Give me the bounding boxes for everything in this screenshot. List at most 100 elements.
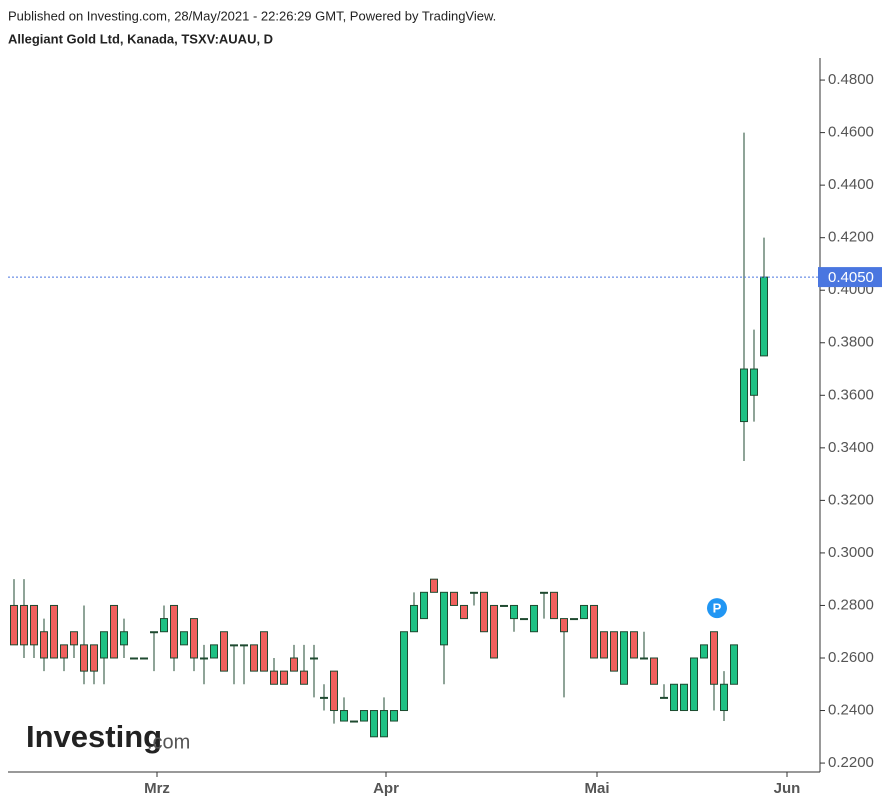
y-tick-label: 0.4400 [828, 176, 874, 193]
candle-body [200, 657, 208, 660]
candle-body [380, 710, 388, 738]
candle-body [670, 683, 678, 712]
x-tick-label: Jun [774, 780, 801, 797]
candle-body [100, 631, 108, 659]
y-tick-label: 0.2600 [828, 649, 874, 666]
candle-body [400, 631, 408, 712]
candle-body [350, 720, 358, 723]
candle-body [190, 618, 198, 659]
candle-body [610, 631, 618, 672]
candle-body [530, 604, 538, 633]
candle-body [600, 631, 608, 659]
candle-body [710, 631, 718, 685]
last-price-box [818, 267, 882, 288]
candle-body [20, 604, 28, 646]
candle-body [760, 276, 768, 357]
candle-body [490, 604, 498, 659]
candle-body [650, 657, 658, 685]
logo-suffix: .com [147, 731, 190, 753]
y-tick-label: 0.4200 [828, 229, 874, 246]
candle-body [700, 644, 708, 659]
candle-body [620, 631, 628, 685]
candle-body [300, 670, 308, 685]
candle-body [660, 696, 668, 699]
candle-body [750, 368, 758, 396]
candle-body [260, 631, 268, 672]
candle-body [390, 710, 398, 722]
candle-body [330, 670, 338, 712]
candle-body [540, 591, 548, 594]
candle-body [280, 670, 288, 685]
marker-label: P [713, 601, 722, 616]
candle-body [10, 604, 18, 646]
candle-body [550, 591, 558, 620]
candle-body [40, 631, 48, 659]
y-tick-label: 0.2800 [828, 596, 874, 613]
candle-body [160, 618, 168, 633]
candle-body [90, 644, 98, 672]
candle-body [690, 657, 698, 712]
candle-body [520, 618, 528, 621]
candle-body [510, 604, 518, 620]
candle-body [270, 670, 278, 685]
y-tick-label: 0.2200 [828, 754, 874, 771]
marker-dot [707, 598, 727, 619]
y-tick-label: 0.4600 [828, 124, 874, 141]
candle-body [430, 578, 438, 593]
y-tick-label: 0.3200 [828, 491, 874, 508]
candle-body [150, 631, 158, 634]
candle-body [470, 591, 478, 594]
y-tick-label: 0.3400 [828, 439, 874, 456]
candle-body [230, 644, 238, 647]
candle-body [640, 657, 648, 660]
x-tick-label: Mrz [144, 780, 170, 797]
candle-body [450, 591, 458, 606]
x-tick-label: Mai [584, 780, 609, 797]
candle-body [50, 604, 58, 659]
candle-body [180, 631, 188, 646]
candle-body [80, 644, 88, 672]
candle-body [250, 644, 258, 672]
logo-brand: Investing [26, 719, 162, 754]
candle-body [220, 631, 228, 672]
y-tick-label: 0.3000 [828, 544, 874, 561]
candle-body [500, 604, 508, 607]
candle-body [480, 591, 488, 633]
candle-body [730, 644, 738, 685]
candle-body [460, 604, 468, 620]
candle-body [440, 591, 448, 646]
candle-body [570, 618, 578, 621]
y-tick-label: 0.3800 [828, 334, 874, 351]
candle-body [580, 604, 588, 620]
candle-body [740, 368, 748, 423]
candle-body [410, 604, 418, 633]
published-line: Published on Investing.com, 28/May/2021 … [8, 8, 496, 23]
x-tick-label: Apr [373, 780, 399, 797]
y-tick-label: 0.3600 [828, 386, 874, 403]
logo: Investing .com [26, 719, 190, 754]
candle-body [290, 657, 298, 672]
candle-body [30, 604, 38, 646]
candle-body [210, 644, 218, 659]
candle-body [120, 631, 128, 646]
candle-body [70, 631, 78, 646]
candle-body [340, 710, 348, 722]
candle-body [320, 696, 328, 699]
candle-body [680, 683, 688, 712]
candle-body [170, 604, 178, 659]
candle-body [560, 618, 568, 633]
candle-body [720, 683, 728, 712]
candle-body [240, 644, 248, 647]
candle-body [130, 657, 138, 660]
candle-body [110, 604, 118, 659]
candle-body [590, 604, 598, 659]
last-price-label: 0.4050 [828, 269, 874, 286]
candle-body [310, 657, 318, 660]
instrument-title: Allegiant Gold Ltd, Kanada, TSXV:AUAU, D [8, 31, 273, 46]
y-tick-label: 0.2400 [828, 701, 874, 718]
candle-body [370, 710, 378, 738]
candle-body [420, 591, 428, 620]
y-tick-label: 0.4800 [828, 71, 874, 88]
candle-body [630, 631, 638, 659]
